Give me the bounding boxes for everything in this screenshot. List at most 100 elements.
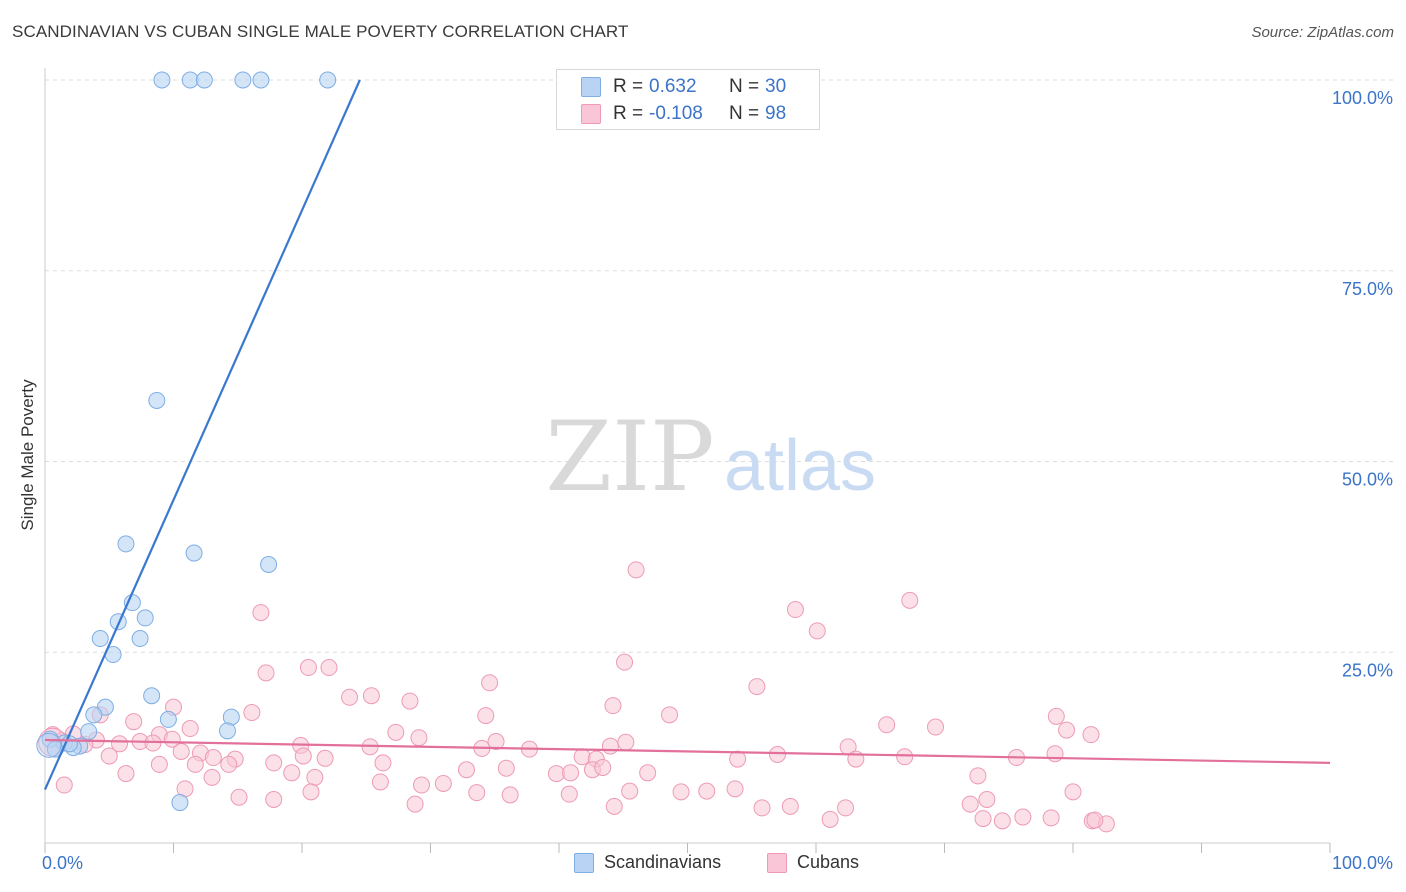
data-point-cuban: [604, 697, 622, 715]
data-point-cuban: [320, 659, 338, 677]
data-point-cuban: [1064, 783, 1082, 801]
series-legend: Scandinavians Cubans: [0, 852, 1406, 876]
data-point-cuban: [55, 776, 73, 794]
cubans-points: [38, 561, 1115, 833]
legend-n-value: 30: [765, 76, 787, 97]
data-point-cuban: [808, 622, 826, 640]
data-point-cuban: [172, 742, 190, 760]
data-point-cuban: [410, 729, 428, 747]
data-point-cuban: [961, 795, 979, 813]
data-point-cuban: [781, 797, 799, 815]
data-point-cuban: [252, 604, 270, 622]
legend-r-label: R =: [613, 103, 644, 124]
trend-line-scandinavians: [43, 79, 361, 791]
x-tick-label: 100.0%: [1332, 853, 1393, 873]
data-point-cuban: [186, 755, 204, 773]
data-point-cuban: [627, 561, 645, 579]
data-point-cluster: [36, 732, 62, 758]
data-point-cuban: [621, 782, 639, 800]
data-point-cuban: [748, 678, 766, 696]
data-point-cuban: [573, 748, 591, 766]
data-point-scandinavian: [171, 794, 189, 812]
data-point-cuban: [406, 795, 424, 813]
data-point-cuban: [821, 810, 839, 828]
data-point-cuban: [605, 797, 623, 815]
data-point-cuban: [204, 749, 222, 767]
y-tick-label: 50.0%: [1342, 470, 1393, 490]
data-point-cuban: [203, 768, 221, 786]
data-point-cuban: [878, 716, 896, 734]
legend-r-value: -0.108: [649, 103, 703, 124]
data-point-cuban: [698, 782, 716, 800]
data-point-cuban: [896, 748, 914, 766]
legend-row-cubans: R = -0.108 N = 98: [581, 102, 786, 126]
legend-item-scandinavians[interactable]: Scandinavians: [574, 852, 721, 873]
data-point-cuban: [1086, 811, 1104, 829]
data-point-cuban: [401, 692, 419, 710]
data-point-scandinavian: [136, 609, 154, 627]
legend-swatch-pink: [581, 104, 601, 124]
data-point-cuban: [230, 788, 248, 806]
data-point-cuban: [302, 783, 320, 801]
y-tick-label: 100.0%: [1332, 88, 1393, 108]
data-point-scandinavian: [195, 71, 213, 89]
data-point-scandinavian: [319, 71, 337, 89]
legend-n-label: N =: [729, 76, 760, 97]
data-point-cuban: [901, 591, 919, 609]
data-point-cuban: [487, 733, 505, 751]
data-point-scandinavian: [143, 687, 161, 705]
y-axis-label: Single Male Poverty: [18, 379, 37, 531]
data-point-cuban: [1014, 808, 1032, 826]
data-point-cuban: [150, 755, 168, 773]
data-point-scandinavian: [252, 71, 270, 89]
scandinavians-points: [36, 71, 337, 812]
data-point-scandinavian: [234, 71, 252, 89]
data-point-scandinavian: [153, 71, 171, 89]
data-point-scandinavian: [85, 706, 103, 724]
data-point-cuban: [387, 723, 405, 741]
data-point-cuban: [672, 783, 690, 801]
data-point-cuban: [969, 767, 987, 785]
data-point-cuban: [220, 755, 238, 773]
data-point-cuban: [729, 750, 747, 768]
data-point-cuban: [617, 733, 635, 751]
watermark-atlas: atlas: [724, 426, 876, 506]
data-point-scandinavian: [109, 613, 127, 631]
chart-title: SCANDINAVIAN VS CUBAN SINGLE MALE POVERT…: [12, 22, 629, 41]
trend-line-cubans: [44, 738, 1331, 764]
data-point-scandinavian: [185, 544, 203, 562]
legend-item-cubans[interactable]: Cubans: [767, 852, 859, 873]
data-point-cuban: [374, 754, 392, 772]
data-point-scandinavian: [91, 630, 109, 648]
data-point-cuban: [616, 653, 634, 671]
data-point-scandinavian: [260, 556, 278, 574]
data-point-cuban: [927, 718, 945, 736]
data-point-cuban: [257, 664, 275, 682]
data-point-cuban: [560, 785, 578, 803]
data-point-cuban: [117, 765, 135, 783]
data-point-cuban: [1082, 726, 1100, 744]
data-point-cuban: [639, 764, 657, 782]
data-point-cuban: [501, 786, 519, 804]
data-point-scandinavian: [159, 710, 177, 728]
correlation-legend: R = 0.632 N = 30 R = -0.108 N = 98: [556, 69, 820, 130]
data-point-cuban: [837, 799, 855, 817]
data-point-scandinavian: [80, 723, 98, 741]
data-point-cuban: [316, 749, 334, 767]
data-point-cuban: [306, 768, 324, 786]
axis-layer: [44, 68, 1331, 853]
data-point-cuban: [243, 704, 261, 722]
data-point-cuban: [974, 810, 992, 828]
data-point-cuban: [497, 759, 515, 777]
data-point-cuban: [1046, 745, 1064, 763]
data-point-cuban: [125, 713, 143, 731]
legend-n-value: 98: [765, 103, 787, 124]
legend-swatch-blue: [581, 77, 601, 97]
data-point-cuban: [181, 720, 199, 738]
y-tick-label: 75.0%: [1342, 279, 1393, 299]
data-point-cuban: [294, 747, 312, 765]
data-point-cuban: [413, 776, 431, 794]
watermark: ZIP atlas: [545, 401, 876, 513]
data-point-scandinavian: [218, 722, 236, 740]
